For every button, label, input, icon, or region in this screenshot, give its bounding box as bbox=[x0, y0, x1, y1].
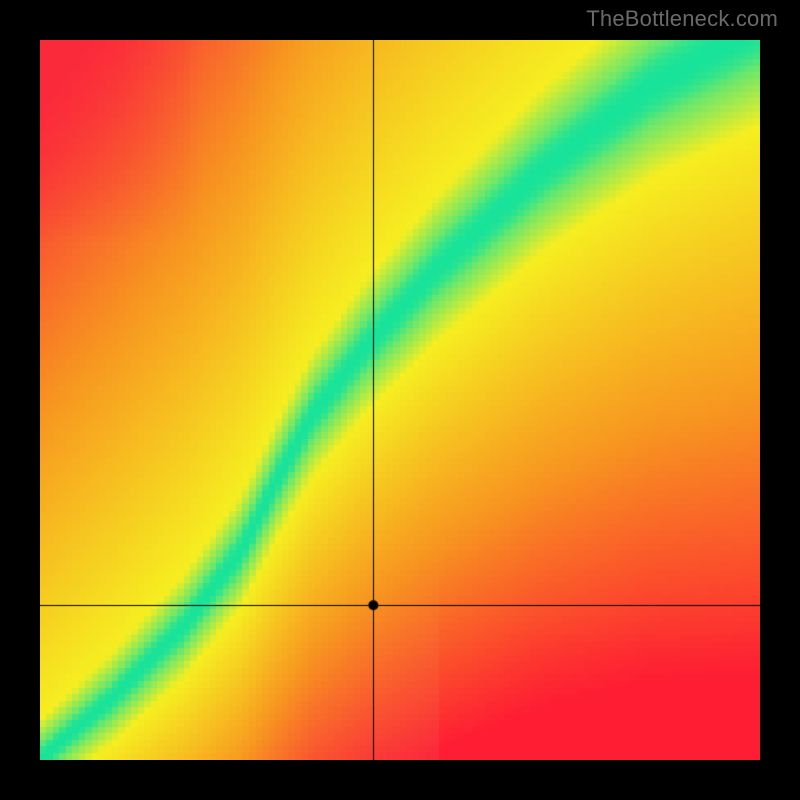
watermark-label: TheBottleneck.com bbox=[586, 6, 778, 32]
chart-container: TheBottleneck.com bbox=[0, 0, 800, 800]
bottleneck-heatmap bbox=[40, 40, 760, 760]
